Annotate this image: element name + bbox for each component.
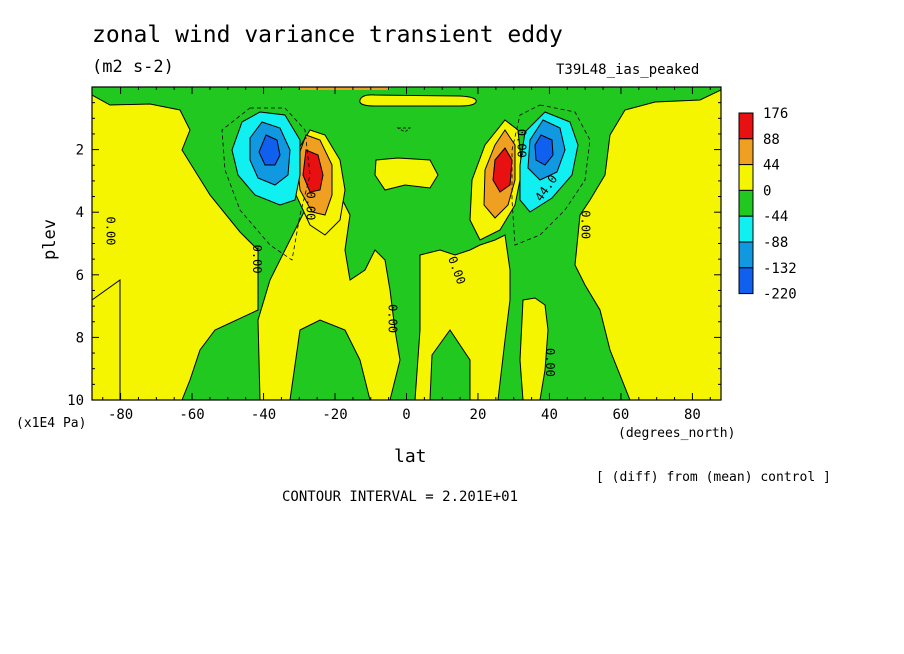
contour-label: 0.00 (579, 210, 593, 239)
legend-label: -132 (763, 261, 797, 277)
y-axis-units: (x1E4 Pa) (16, 416, 87, 431)
legend-swatch (738, 215, 754, 243)
y-tick-label: 10 (67, 393, 84, 409)
x-tick-label: -80 (108, 407, 133, 423)
chart-title: zonal wind variance transient eddy (92, 22, 563, 48)
field-yellow-top-pill (359, 94, 477, 107)
legend-label: 0 (763, 183, 771, 199)
legend-label: 176 (763, 106, 788, 122)
contour-label: 0.00 (386, 304, 400, 333)
y-tick-label: 8 (76, 330, 84, 346)
contour-label: 0.00 (514, 129, 528, 158)
field-yellow-center-right (414, 234, 511, 400)
x-tick-label: 80 (684, 407, 701, 423)
legend-label: -220 (763, 287, 797, 303)
diff-note: [ (diff) from (mean) control ] (596, 470, 831, 485)
field-yellow-right-column (519, 297, 549, 400)
x-tick-label: -40 (251, 407, 276, 423)
field-right-deepblue-core (534, 134, 554, 166)
x-tick-label: -60 (179, 407, 204, 423)
field-yellow-left-edge (92, 94, 259, 400)
run-label: T39L48_ias_peaked (556, 62, 700, 78)
contour-dashed-right (511, 104, 591, 246)
legend-swatch (738, 164, 754, 191)
x-tick-label: 60 (613, 407, 630, 423)
contour-dashed-left (221, 107, 311, 261)
filled-contours (92, 87, 721, 400)
x-tick-label: 0 (402, 407, 410, 423)
legend-swatch (738, 189, 754, 217)
contour-label: 0.00 (543, 348, 557, 377)
y-tick-label: 4 (76, 205, 84, 221)
contour-label: 0.00 (250, 245, 264, 274)
color-legend: 176 88 44 0 -44 -88 -132 -220 (738, 106, 797, 303)
y-tick-label: 6 (76, 268, 84, 284)
legend-label: -44 (763, 209, 788, 225)
x-tick-label: -20 (322, 407, 347, 423)
field-yellow-mid-blob (374, 157, 439, 191)
contour-dashed-mini (396, 127, 412, 133)
legend-swatch (738, 112, 754, 140)
contour-label: 0.00 (103, 217, 117, 246)
legend-label: 88 (763, 132, 780, 148)
field-left-red-core (302, 149, 324, 193)
x-tick-label: 40 (541, 407, 558, 423)
y-tick-label: 2 (76, 143, 84, 159)
field-yellow-center-left (257, 179, 401, 400)
legend-swatch (738, 241, 754, 269)
field-right-red-core (492, 147, 513, 193)
legend-swatch (738, 267, 754, 295)
x-tick-label: 20 (470, 407, 487, 423)
chart-units: (m2 s-2) (92, 57, 174, 77)
legend-swatch (738, 138, 754, 166)
legend-label: 44 (763, 158, 780, 174)
x-axis-units: (degrees_north) (618, 426, 736, 441)
field-left-deepblue-core (258, 134, 281, 166)
field-yellow-right-edge (574, 89, 721, 400)
x-axis-label: lat (394, 446, 427, 467)
contour-label: 0.00 (303, 191, 317, 220)
legend-label: -88 (763, 235, 788, 251)
field-top-strip (300, 87, 390, 90)
contour-interval: CONTOUR INTERVAL = 2.201E+01 (282, 489, 519, 505)
axes: -80 -60 -40 -20 0 20 40 60 80 2 4 6 8 10 (67, 87, 721, 423)
